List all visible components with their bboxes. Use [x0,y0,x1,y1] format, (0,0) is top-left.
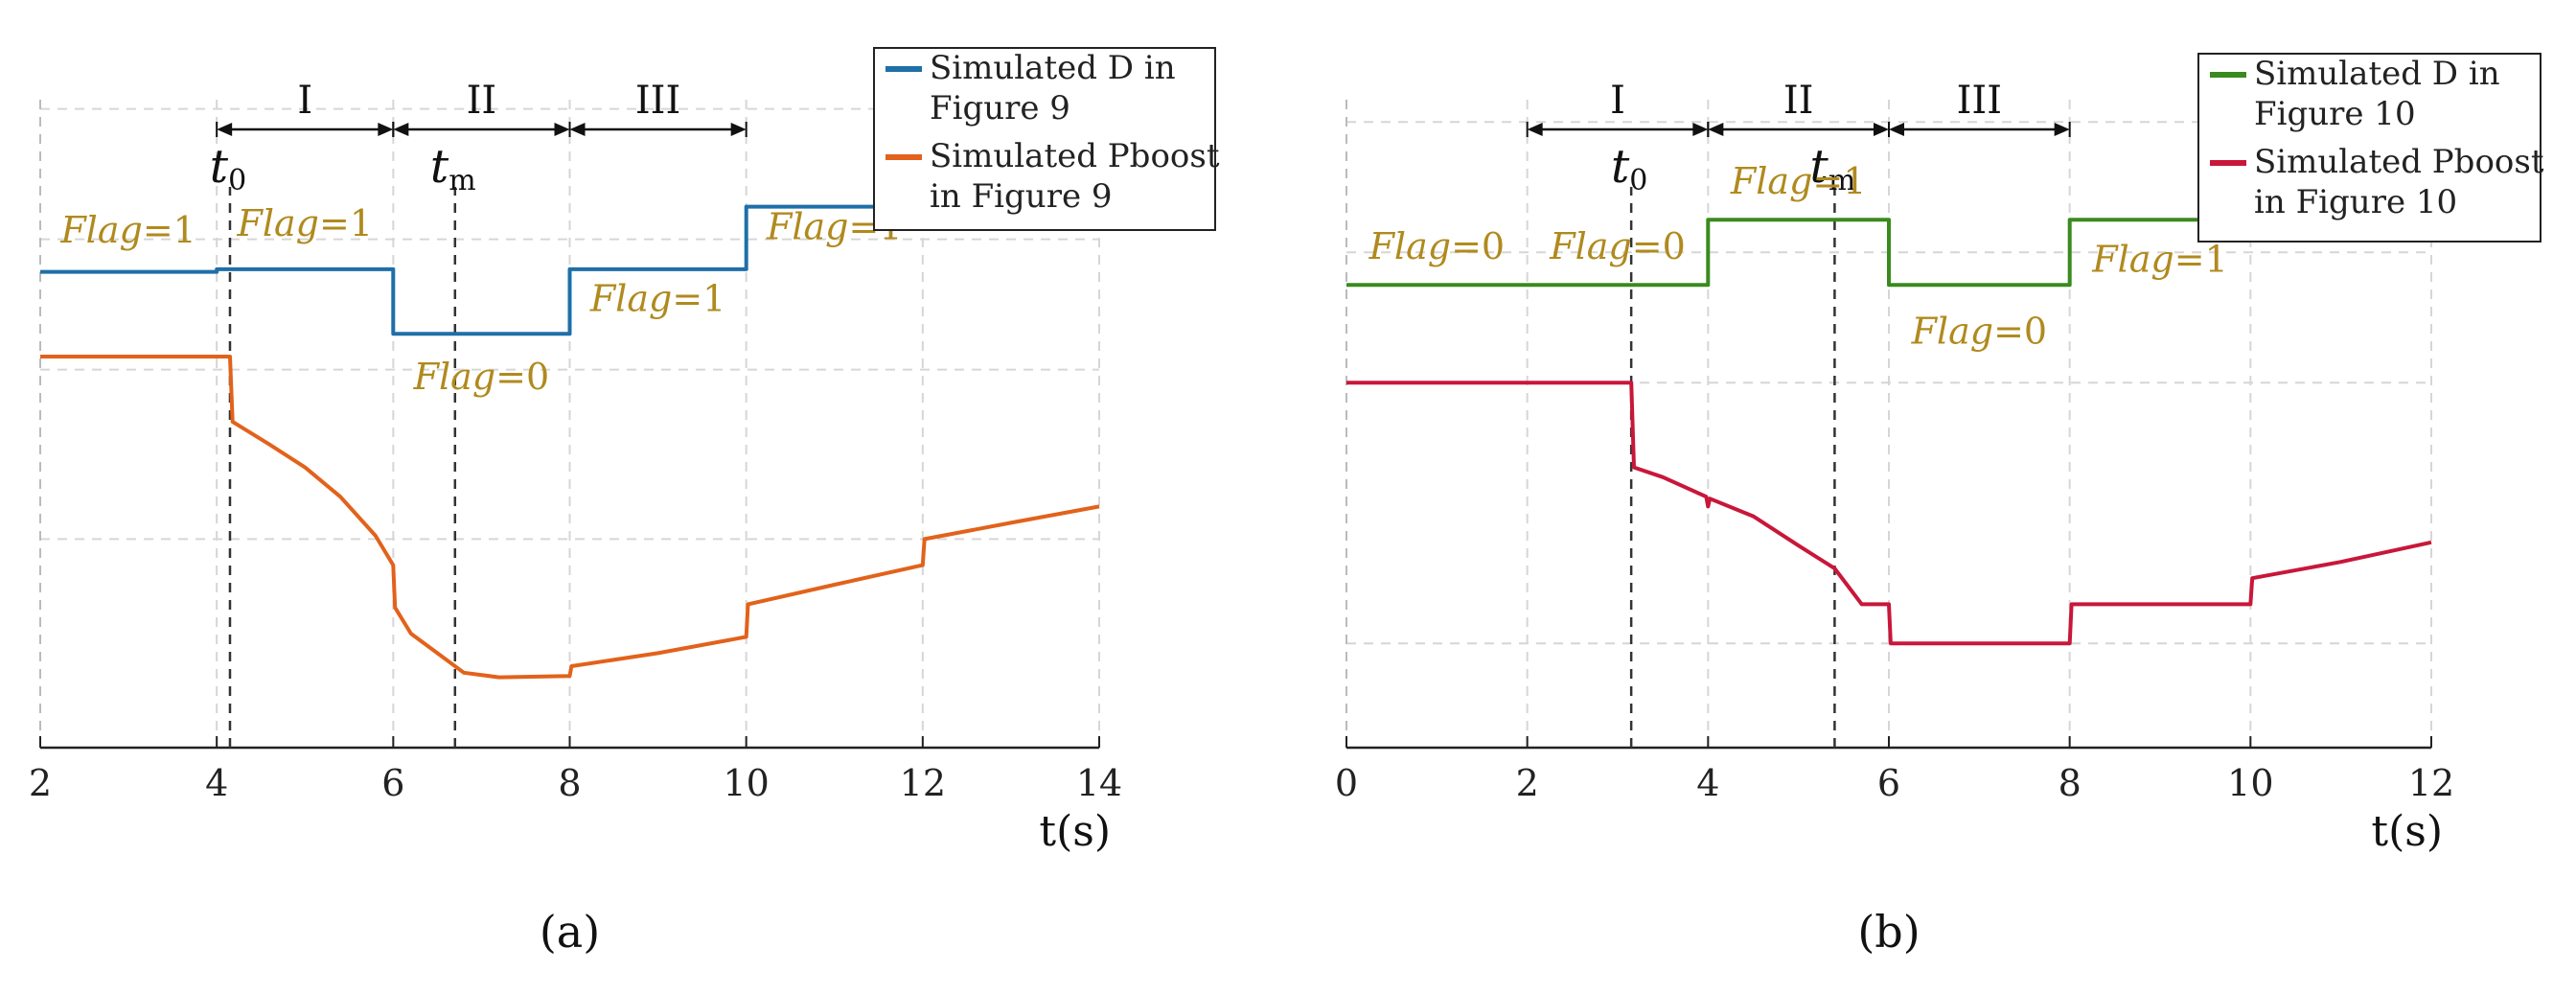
arrow-head [554,123,570,136]
legend-box [873,47,1216,231]
flag-label: Flag=0 [1368,225,1506,267]
legend-entry-line2: Figure 10 [2254,95,2416,133]
arrow-head [1708,123,1724,136]
flag-label: Flag=1 [2091,239,2228,281]
marker-label: tm [430,140,476,197]
x-tick-label: 8 [558,762,581,804]
marker-label: t0 [210,140,246,197]
legend-entry-line2: in Figure 9 [930,177,1113,216]
arrow-head [1527,123,1543,136]
x-tick-label: 0 [1335,762,1358,804]
panel-caption: (a) [540,906,600,958]
arrow-head [378,123,394,136]
flag-label: Flag=1 [1730,160,1867,202]
region-label: III [635,79,680,123]
region-label: II [467,79,497,123]
arrow-head [2054,123,2070,136]
flag-label: Flag=1 [59,209,196,251]
flag-label: Flag=0 [1911,310,2048,352]
flag-label: Flag=0 [413,356,550,398]
region-label: II [1783,79,1814,123]
x-tick-label: 10 [723,762,769,804]
x-tick-label: 4 [1696,762,1719,804]
arrow-head [1692,123,1709,136]
legend-entry-line2: Figure 9 [930,89,1070,127]
x-tick-label: 6 [1877,762,1900,804]
marker-label: t0 [1611,140,1647,197]
legend-entry-line1: Simulated D in [2254,55,2500,93]
legend-entry-line1: Simulated Pboost [930,137,1220,175]
region-label: I [297,79,312,123]
x-tick-label: 12 [900,762,946,804]
region-label: III [1957,79,2002,123]
x-axis-label: t(s) [1039,807,1111,856]
x-tick-label: 10 [2227,762,2273,804]
x-tick-label: 4 [205,762,228,804]
panel-caption: (b) [1857,906,1920,958]
region-label: I [1610,79,1625,123]
flag-label: Flag=1 [589,277,726,319]
arrow-head [569,123,586,136]
flag-label: Flag=0 [1549,225,1686,267]
legend-entry-line1: Simulated D in [930,49,1176,87]
x-axis-label: t(s) [2371,807,2443,856]
marker-label: tm [1810,140,1856,197]
x-tick-label: 2 [29,762,52,804]
series-line [1346,381,2432,646]
legend-box [2197,53,2542,243]
arrow-head [1874,123,1889,136]
x-tick-label: 6 [381,762,404,804]
arrow-head [217,123,233,136]
legend-entry-line1: Simulated Pboost [2254,143,2544,181]
x-tick-label: 8 [2058,762,2082,804]
x-tick-label: 14 [1076,762,1122,804]
arrow-head [730,123,747,136]
x-tick-label: 12 [2408,762,2454,804]
series-line [40,355,1100,680]
arrow-head [393,123,409,136]
flag-label: Flag=1 [236,202,373,244]
arrow-head [1889,123,1904,136]
x-tick-label: 2 [1516,762,1539,804]
legend-entry-line2: in Figure 10 [2254,183,2457,221]
